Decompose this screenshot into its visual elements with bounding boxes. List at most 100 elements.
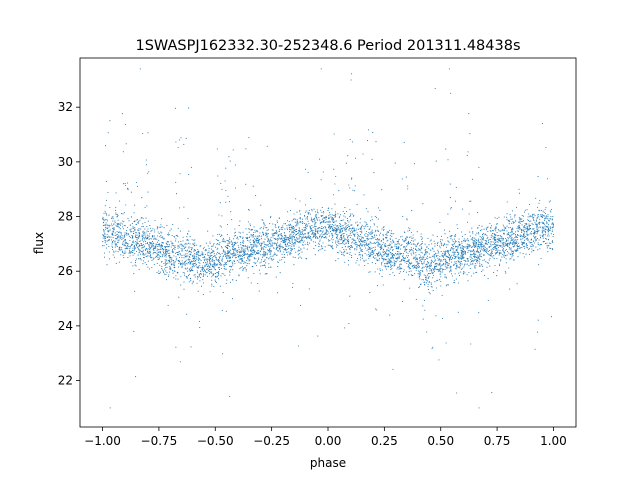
data-point <box>486 262 488 264</box>
data-point <box>440 235 443 237</box>
data-point <box>541 227 543 229</box>
data-point <box>202 248 204 250</box>
data-point <box>218 233 221 235</box>
data-point <box>141 245 143 247</box>
data-point <box>297 230 300 232</box>
data-point <box>445 342 447 344</box>
data-point <box>478 247 480 249</box>
data-point <box>234 232 236 234</box>
data-point <box>542 222 544 224</box>
data-point <box>442 269 444 271</box>
data-point <box>124 239 126 241</box>
data-point <box>474 254 476 256</box>
data-point <box>220 263 222 265</box>
data-point <box>421 267 423 269</box>
data-point <box>178 139 180 141</box>
data-point <box>373 223 375 225</box>
data-point <box>123 244 125 246</box>
data-point <box>329 231 332 233</box>
data-point <box>390 254 392 256</box>
data-point <box>382 233 384 235</box>
data-point <box>485 261 487 263</box>
data-point <box>320 215 322 217</box>
data-point <box>265 273 267 275</box>
data-point <box>504 226 506 229</box>
data-point <box>507 233 509 235</box>
data-point <box>163 227 165 229</box>
data-point <box>361 240 363 242</box>
data-point <box>439 273 441 275</box>
data-point <box>293 227 295 229</box>
data-point <box>126 182 129 184</box>
data-point <box>512 233 514 235</box>
data-point <box>157 231 159 233</box>
data-point <box>299 256 301 258</box>
data-point <box>194 239 196 241</box>
data-point <box>471 178 473 180</box>
data-point <box>434 257 436 259</box>
data-point <box>272 236 274 238</box>
data-point <box>147 251 149 253</box>
data-point <box>491 229 494 232</box>
data-point <box>466 221 469 223</box>
data-point <box>332 216 334 219</box>
data-point <box>279 233 281 235</box>
data-point <box>432 274 435 276</box>
data-point <box>353 227 355 229</box>
data-point <box>261 231 264 233</box>
data-point <box>349 295 351 297</box>
data-point <box>450 266 452 268</box>
data-point <box>211 283 213 285</box>
data-point <box>394 252 396 254</box>
data-point <box>526 231 528 233</box>
data-point <box>314 220 316 222</box>
data-point <box>102 218 104 221</box>
data-point <box>171 270 174 272</box>
data-point <box>523 239 526 241</box>
data-point <box>366 140 369 142</box>
data-point <box>510 235 512 237</box>
data-point <box>447 244 449 246</box>
data-point <box>386 263 388 265</box>
data-point <box>298 249 300 251</box>
data-point <box>375 234 377 236</box>
data-point <box>174 252 177 254</box>
data-point <box>250 235 252 237</box>
data-point <box>148 238 150 240</box>
data-point <box>540 257 542 259</box>
data-point <box>469 133 471 135</box>
data-point <box>456 265 458 267</box>
data-point <box>216 252 218 254</box>
data-point <box>219 202 221 204</box>
data-point <box>356 204 358 206</box>
data-point <box>149 225 151 227</box>
data-point <box>460 271 462 273</box>
data-point <box>106 220 108 222</box>
data-point <box>257 231 259 233</box>
data-point <box>110 236 112 238</box>
data-point <box>424 279 427 281</box>
data-point <box>229 245 231 247</box>
data-point <box>385 263 387 265</box>
data-point <box>381 258 383 260</box>
data-point <box>358 241 360 243</box>
data-point <box>141 234 143 236</box>
data-point <box>121 113 123 115</box>
data-point <box>251 228 253 230</box>
data-point <box>334 214 336 216</box>
data-point <box>419 286 421 288</box>
data-point <box>459 257 462 259</box>
data-point <box>252 252 254 254</box>
data-point <box>354 190 356 192</box>
data-point <box>418 249 420 251</box>
data-point <box>315 216 317 218</box>
data-point <box>188 273 190 275</box>
data-point <box>161 226 163 228</box>
data-point <box>347 236 349 238</box>
data-point <box>165 279 168 281</box>
data-point <box>272 229 274 231</box>
data-point <box>383 238 385 240</box>
data-point <box>545 232 547 234</box>
data-point <box>281 247 283 249</box>
data-point <box>148 171 150 173</box>
